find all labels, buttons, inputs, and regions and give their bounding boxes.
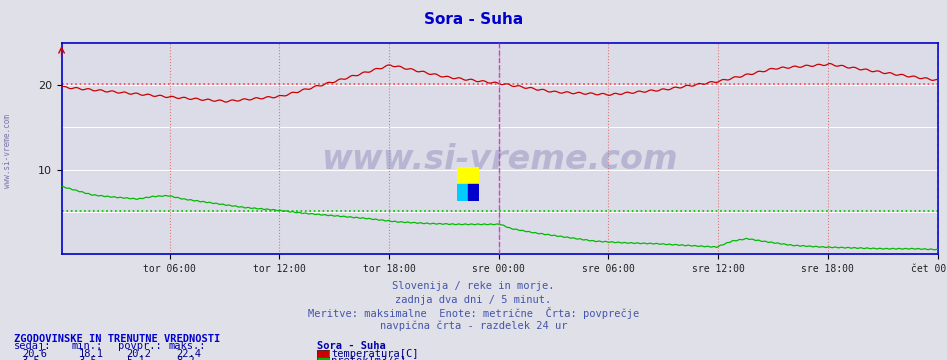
Text: povpr.:: povpr.:	[118, 341, 162, 351]
Text: temperatura[C]: temperatura[C]	[331, 348, 419, 359]
Text: 22.4: 22.4	[176, 348, 201, 359]
Text: 5.1: 5.1	[126, 356, 145, 360]
Text: 3.5: 3.5	[79, 356, 98, 360]
Text: sedaj:: sedaj:	[14, 341, 52, 351]
Text: 20.2: 20.2	[126, 348, 151, 359]
Text: Sora - Suha: Sora - Suha	[424, 12, 523, 27]
Text: zadnja dva dni / 5 minut.: zadnja dva dni / 5 minut.	[396, 294, 551, 305]
Text: min.:: min.:	[71, 341, 102, 351]
Text: 3.5: 3.5	[22, 356, 41, 360]
Text: 20.6: 20.6	[22, 348, 46, 359]
Text: 8.2: 8.2	[176, 356, 195, 360]
Text: navpična črta - razdelek 24 ur: navpična črta - razdelek 24 ur	[380, 321, 567, 332]
Text: www.si-vreme.com: www.si-vreme.com	[321, 143, 678, 176]
Text: ZGODOVINSKE IN TRENUTNE VREDNOSTI: ZGODOVINSKE IN TRENUTNE VREDNOSTI	[14, 334, 221, 344]
Text: www.si-vreme.com: www.si-vreme.com	[3, 114, 12, 188]
Text: 18.1: 18.1	[79, 348, 103, 359]
Text: Slovenija / reke in morje.: Slovenija / reke in morje.	[392, 281, 555, 291]
Text: pretok[m3/s]: pretok[m3/s]	[331, 356, 406, 360]
Text: Sora - Suha: Sora - Suha	[317, 341, 386, 351]
Text: Meritve: maksimalne  Enote: metrične  Črta: povprečje: Meritve: maksimalne Enote: metrične Črta…	[308, 307, 639, 319]
Text: maks.:: maks.:	[169, 341, 206, 351]
